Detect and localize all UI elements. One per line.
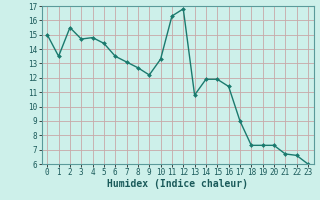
X-axis label: Humidex (Indice chaleur): Humidex (Indice chaleur) bbox=[107, 179, 248, 189]
